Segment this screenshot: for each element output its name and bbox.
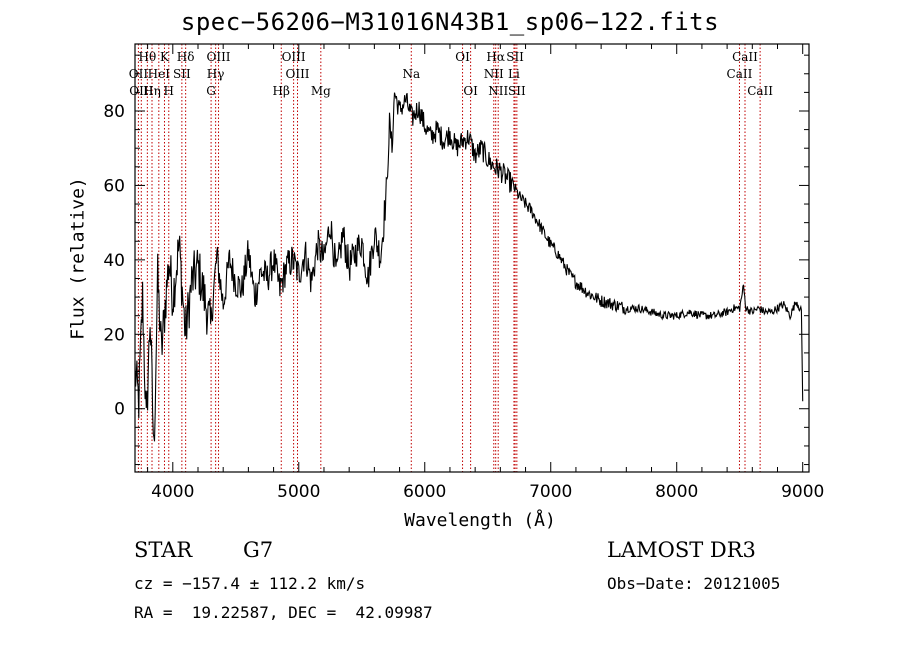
- chart-title: spec−56206−M31016N43B1_sp06−122.fits: [180, 8, 720, 36]
- marker-label: NII: [484, 67, 504, 81]
- x-tick-label: 5000: [277, 482, 320, 502]
- marker-label: Hη: [143, 84, 161, 98]
- marker-label: CaII: [727, 67, 753, 81]
- marker-label: OIII: [282, 50, 306, 64]
- marker-label: H: [164, 84, 174, 98]
- y-tick-label: 60: [103, 176, 125, 196]
- marker-label: G: [206, 84, 216, 98]
- marker-label: CaII: [747, 84, 773, 98]
- marker-label: OIII: [285, 67, 309, 81]
- marker-label: OIII: [206, 50, 230, 64]
- marker-label: Hγ: [207, 67, 225, 81]
- marker-label: Li: [508, 67, 520, 81]
- marker-label: Na: [402, 67, 420, 81]
- marker-label: SII: [508, 84, 526, 98]
- y-tick-label: 80: [103, 102, 125, 122]
- y-tick-label: 0: [114, 400, 125, 420]
- y-tick-label: 20: [103, 325, 125, 345]
- object-class: STAR: [134, 538, 193, 562]
- object-subclass: G7: [243, 538, 274, 562]
- marker-label: SII: [173, 67, 191, 81]
- marker-label: K: [160, 50, 170, 64]
- coordinates-readout: RA = 19.22587, DEC = 42.09987: [134, 603, 433, 622]
- x-tick-label: 7000: [529, 482, 572, 502]
- marker-label: Hβ: [273, 84, 290, 98]
- observation-date: Obs−Date: 20121005: [607, 574, 781, 593]
- redshift-readout: cz = −157.4 ± 112.2 km/s: [134, 574, 366, 593]
- plot-frame: [134, 43, 810, 473]
- survey-name: LAMOST DR3: [607, 538, 756, 562]
- marker-label: SII: [506, 50, 524, 64]
- x-tick-label: 8000: [655, 482, 698, 502]
- emission-line-markers: [137, 44, 761, 472]
- x-axis-label: Wavelength (Å): [404, 510, 556, 531]
- spectrum-line: [134, 92, 804, 442]
- marker-label: HeI: [148, 67, 171, 81]
- marker-label: NII: [488, 84, 508, 98]
- x-tick-label: 9000: [781, 482, 824, 502]
- marker-label: Hθ: [138, 50, 156, 64]
- marker-label: CaII: [732, 50, 758, 64]
- marker-label: OI: [455, 50, 470, 64]
- x-tick-label: 4000: [151, 482, 194, 502]
- marker-label: OI: [463, 84, 478, 98]
- y-axis-ticks: 0 20 40 60 80: [103, 54, 809, 466]
- x-axis-ticks: 4000 5000 6000 7000 8000 9000: [147, 44, 824, 502]
- spectrum-series: [134, 92, 804, 442]
- marker-label: Hδ: [177, 50, 195, 64]
- x-tick-label: 6000: [403, 482, 446, 502]
- marker-label: Hα: [486, 50, 505, 64]
- marker-label: Mg: [311, 84, 331, 98]
- y-axis-label: Flux (relative): [67, 177, 89, 340]
- y-tick-label: 40: [103, 251, 125, 271]
